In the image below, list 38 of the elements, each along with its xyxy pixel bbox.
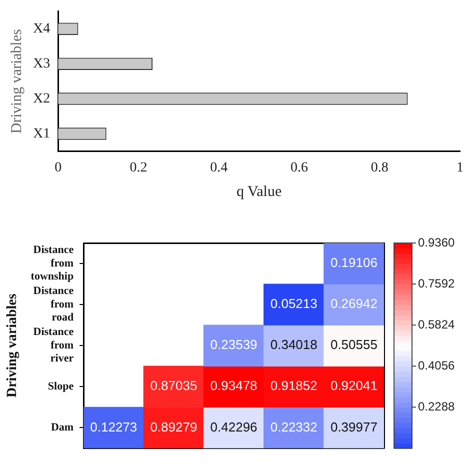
x-tick-label: 0.4: [210, 160, 228, 176]
color-bar-label: 0.5824: [418, 317, 456, 332]
data-label: 0.39977: [330, 419, 378, 434]
color-bar-label: 0.7592: [418, 276, 456, 290]
data-label: 0.87035: [150, 378, 198, 394]
color-bar-label: 0.4056: [418, 358, 456, 372]
y-tick-label: Slope: [48, 380, 74, 392]
x-tick-label: 0.2: [130, 160, 148, 176]
data-label: 0.50555: [330, 337, 378, 352]
data-label: 0.23539: [210, 337, 258, 352]
x-tick-label: 0.6: [290, 160, 308, 176]
y-axis-title: Driving variables: [8, 28, 25, 134]
y-tick-label: X3: [32, 56, 50, 72]
data-label: 0.05213: [270, 296, 318, 312]
color-bar-label: 0.9360: [418, 235, 456, 250]
y-tick-label: Distance from road: [33, 285, 74, 324]
data-label: 0.42296: [210, 419, 258, 434]
data-label: 0.92041: [330, 378, 378, 394]
x-axis-title: q Value: [236, 184, 282, 200]
y-tick-label: X4: [32, 22, 50, 37]
x-tick-label: 0: [54, 160, 62, 176]
y-tick-label: X1: [32, 126, 50, 142]
data-label: 0.19106: [330, 255, 378, 270]
y-axis-title: Driving variables: [5, 293, 20, 398]
x-tick-label: 0.8: [370, 160, 388, 176]
x-tick-label: 1: [456, 160, 464, 176]
color-bar-label: 0.2288: [418, 399, 456, 414]
y-tick-label: Distance from township: [30, 244, 74, 283]
data-label: 0.91852: [270, 378, 318, 394]
data-label: 0.22332: [270, 419, 318, 434]
data-label: 0.26942: [330, 296, 378, 312]
data-label: 0.12273: [90, 419, 138, 434]
y-tick-label: Dam: [50, 422, 74, 434]
data-label: 0.34018: [270, 337, 318, 352]
data-label: 0.89279: [150, 419, 198, 434]
y-tick-label: X2: [32, 91, 50, 106]
y-tick-label: Distance from river: [33, 326, 74, 365]
data-label: 0.93478: [210, 378, 258, 394]
